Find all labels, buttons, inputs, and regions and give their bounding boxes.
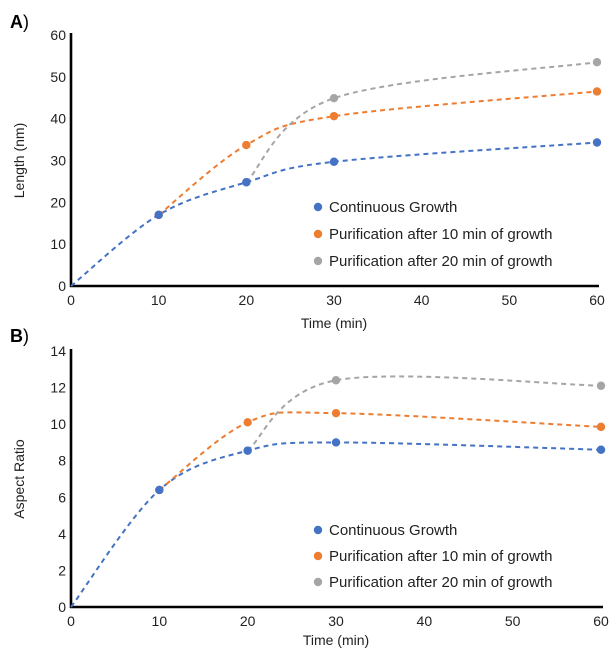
panel-label: B) [10, 326, 29, 346]
y-tick-label: 30 [50, 153, 66, 169]
series-trendline [70, 441, 602, 608]
x-tick-label: 20 [240, 613, 256, 629]
data-point [592, 138, 602, 147]
legend-marker [313, 577, 323, 587]
series-trendline [158, 90, 598, 216]
x-tick-label: 30 [328, 613, 344, 629]
legend-entry: Purification after 20 min of growth [329, 574, 552, 591]
legend-marker [313, 525, 323, 535]
legend-entry: Continuous Growth [329, 199, 457, 216]
panel-a: A) 0 10 20 30 40 50 60 0 10 20 30 40 50 60 Time (min) Le… [10, 12, 605, 331]
series-trendline [245, 61, 598, 183]
x-tick-label: 20 [239, 292, 255, 308]
data-point [329, 157, 339, 166]
panel-b: B) 0 2 4 6 8 10 12 14 0 10 20 30 40 50 60 Time (min) Aspe… [10, 326, 609, 648]
y-tick-label: 50 [50, 69, 66, 85]
legend-marker [313, 202, 323, 212]
y-tick-label: 0 [58, 278, 66, 294]
data-point [596, 445, 606, 454]
y-tick-label: 20 [50, 194, 66, 210]
y-tick-label: 10 [50, 236, 66, 252]
series-trendline [158, 411, 602, 491]
data-point [596, 381, 606, 390]
x-tick-label: 60 [593, 613, 609, 629]
y-tick-label: 8 [58, 453, 66, 469]
y-tick-label: 14 [50, 343, 66, 359]
x-tick-label: 10 [152, 613, 168, 629]
x-tick-label: 10 [151, 292, 167, 308]
series-trendline [247, 375, 602, 452]
x-tick-label: 60 [589, 292, 605, 308]
y-tick-label: 12 [50, 380, 66, 396]
x-tick-label: 0 [67, 613, 75, 629]
legend-entry: Purification after 10 min of growth [329, 226, 552, 243]
x-tick-label: 30 [326, 292, 342, 308]
data-point [331, 408, 341, 418]
data-point [596, 422, 606, 432]
x-tick-label: 40 [414, 292, 430, 308]
x-tick-label: 50 [502, 292, 518, 308]
data-point [329, 111, 339, 121]
x-tick-label: 50 [505, 613, 521, 629]
y-tick-label: 10 [50, 416, 66, 432]
panel-label: A) [10, 12, 29, 32]
data-point [242, 140, 251, 150]
y-tick-label: 0 [58, 599, 66, 615]
y-tick-label: 4 [58, 526, 66, 542]
y-axis-title: Length (nm) [11, 123, 27, 198]
data-point [592, 57, 602, 67]
y-tick-label: 6 [58, 489, 66, 505]
data-point [155, 485, 164, 495]
y-axis-title: Aspect Ratio [11, 439, 27, 519]
legend-entry: Continuous Growth [329, 522, 457, 539]
y-tick-label: 40 [50, 111, 66, 127]
y-tick-label: 2 [58, 562, 66, 578]
data-point [592, 87, 602, 96]
x-tick-label: 0 [67, 292, 75, 308]
data-point [154, 210, 163, 220]
legend-marker [313, 551, 323, 561]
series-trendline [70, 141, 598, 287]
data-point [242, 178, 251, 187]
data-point [243, 446, 252, 455]
data-point [331, 376, 341, 385]
data-point [329, 93, 339, 103]
data-point [243, 418, 252, 427]
data-point [331, 438, 341, 447]
x-axis-title: Time (min) [301, 315, 367, 331]
legend-marker [313, 256, 323, 266]
legend-marker [313, 229, 323, 239]
x-tick-label: 40 [417, 613, 433, 629]
legend-entry: Purification after 10 min of growth [329, 548, 552, 565]
legend-entry: Purification after 20 min of growth [329, 253, 552, 270]
y-tick-label: 60 [50, 27, 66, 43]
x-axis-title: Time (min) [303, 632, 369, 648]
